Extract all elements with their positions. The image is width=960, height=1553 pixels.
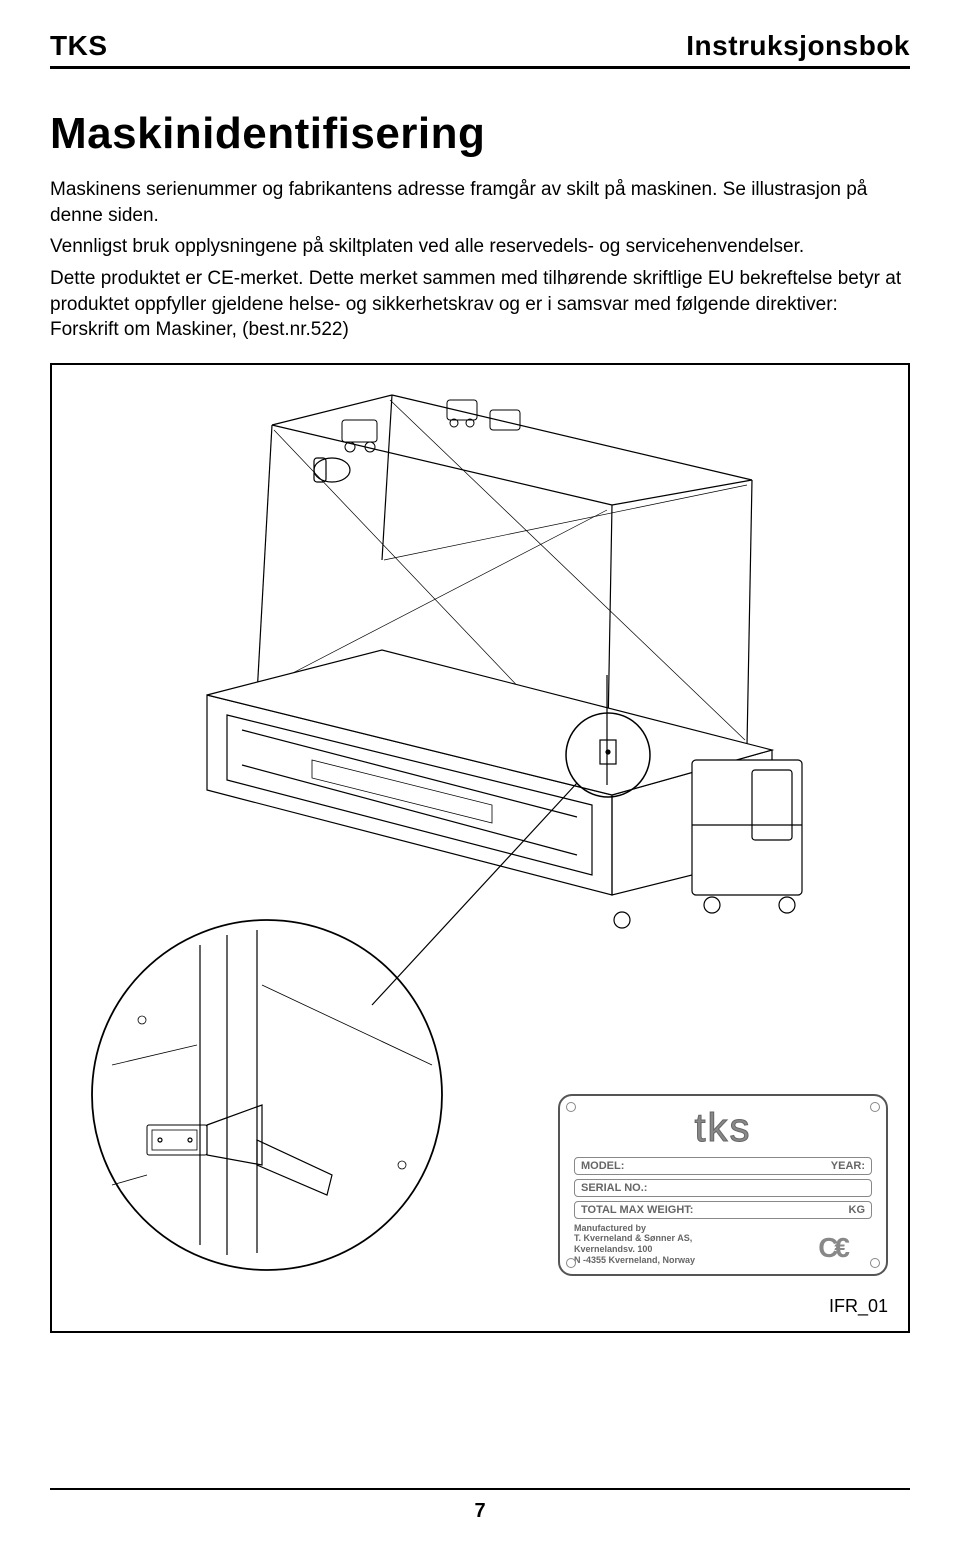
paragraph-3: Dette produktet er CE-merket. Dette merk…: [50, 266, 910, 343]
nameplate-weight-unit: KG: [849, 1204, 866, 1216]
paragraph-1: Maskinens serienummer og fabrikantens ad…: [50, 177, 910, 228]
screw-icon: [870, 1258, 880, 1268]
page-title: Maskinidentifisering: [50, 109, 910, 159]
figure-reference: IFR_01: [829, 1296, 888, 1317]
nameplate-model-label: MODEL:: [581, 1160, 624, 1172]
page-number: 7: [474, 1500, 485, 1522]
screw-icon: [870, 1102, 880, 1112]
figure-container: tks MODEL: YEAR: SERIAL NO.: TOTAL MAX W…: [50, 363, 910, 1333]
header-doc-type: Instruksjonsbok: [686, 30, 910, 62]
paragraph-2: Vennligst bruk opplysningene på skiltpla…: [50, 234, 910, 260]
nameplate-row-weight: TOTAL MAX WEIGHT: KG: [574, 1201, 872, 1219]
ce-mark-icon: C€: [818, 1232, 846, 1264]
nameplate-row-model: MODEL: YEAR:: [574, 1157, 872, 1175]
page-footer: 7: [50, 1488, 910, 1523]
nameplate-year-label: YEAR:: [831, 1160, 865, 1172]
page-header: TKS Instruksjonsbok: [50, 30, 910, 69]
page: TKS Instruksjonsbok Maskinidentifisering…: [0, 0, 960, 1553]
nameplate-row-serial: SERIAL NO.:: [574, 1179, 872, 1197]
nameplate-logo: tks: [574, 1106, 872, 1151]
screw-icon: [566, 1102, 576, 1112]
nameplate: tks MODEL: YEAR: SERIAL NO.: TOTAL MAX W…: [558, 1094, 888, 1276]
screw-icon: [566, 1258, 576, 1268]
nameplate-weight-label: TOTAL MAX WEIGHT:: [581, 1204, 693, 1216]
nameplate-serial-label: SERIAL NO.:: [581, 1182, 647, 1194]
header-brand: TKS: [50, 30, 108, 62]
